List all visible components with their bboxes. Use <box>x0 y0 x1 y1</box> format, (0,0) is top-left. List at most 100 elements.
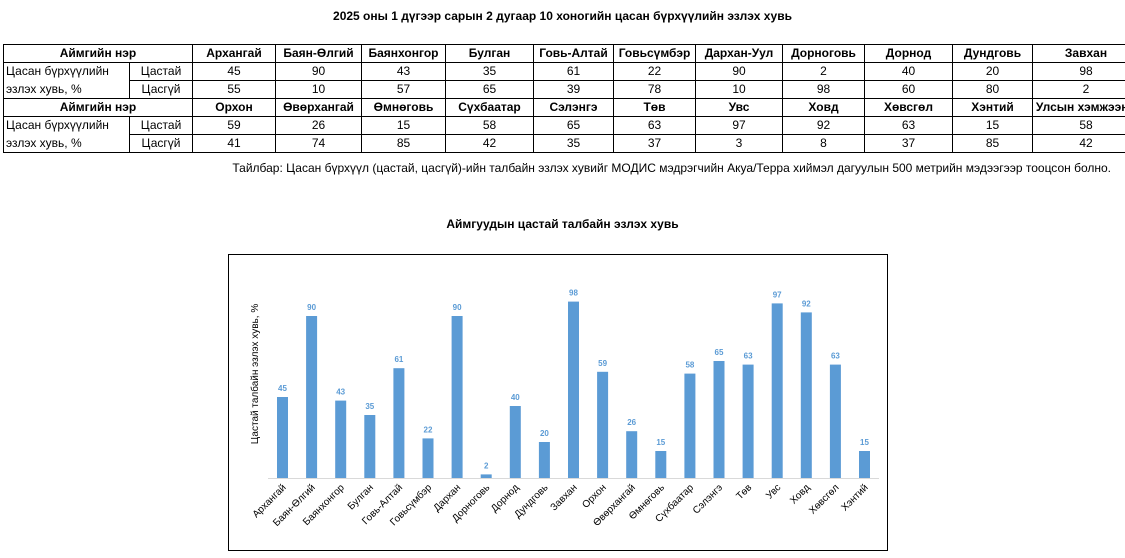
bar <box>684 373 696 478</box>
data-label: 43 <box>336 388 345 397</box>
data-label: 65 <box>715 348 724 357</box>
header-label-cell: Аймгийн нэр <box>3 98 193 117</box>
bar <box>393 368 405 478</box>
bar <box>829 364 841 478</box>
bar <box>742 364 754 478</box>
aimag-name-cell: Дархан-Уул <box>695 44 783 63</box>
snow-value-cell: 97 <box>695 116 783 135</box>
bar <box>859 451 870 478</box>
data-label: 20 <box>540 429 549 438</box>
nosnow-value-cell: 78 <box>613 80 696 99</box>
snow-value-cell: 90 <box>695 62 783 81</box>
aimag-name-cell: Ховд <box>782 98 865 117</box>
nosnow-value-cell: 65 <box>445 80 534 99</box>
snow-value-cell: 22 <box>613 62 696 81</box>
snow-value-cell: 20 <box>952 62 1033 81</box>
sub-label-nosnow: Цасгүй <box>129 80 193 99</box>
x-tick-label: Хөвсгөл <box>807 482 841 516</box>
data-label: 58 <box>685 361 694 370</box>
nosnow-value-cell: 98 <box>782 80 865 99</box>
bar <box>538 442 550 478</box>
row-label-line1: Цасан бүрхүүлийн <box>3 62 130 81</box>
bar <box>568 301 579 478</box>
nosnow-value-cell: 3 <box>695 134 783 153</box>
table-row-nosnow: эзлэх хувь, % Цасгүй 41 74 85 42 35 37 3 8 37 85 42 <box>3 134 1125 153</box>
bar <box>655 451 667 478</box>
footnote: Тайлбар: Цасан бүрхүүл (цастай, цасгүй)-… <box>232 161 1111 175</box>
snow-cover-table: Аймгийн нэр Архангай Баян-Өлгий Баянхонгор Б… <box>3 44 1125 153</box>
table-row-snow: Цасан бүрхүүлийн Цастай 59 26 15 58 65 63 97 92 63… <box>3 116 1125 135</box>
row-label-line2: эзлэх хувь, % <box>3 134 130 153</box>
snow-value-cell: 65 <box>533 116 614 135</box>
snow-value-cell: 26 <box>275 116 362 135</box>
row-label-line1: Цасан бүрхүүлийн <box>3 116 130 135</box>
nosnow-value-cell: 55 <box>192 80 276 99</box>
bar <box>800 312 812 478</box>
aimag-name-cell: Сүхбаатар <box>445 98 534 117</box>
nosnow-value-cell: 8 <box>782 134 865 153</box>
data-label: 98 <box>569 289 578 298</box>
aimag-name-cell: Говь-Алтай <box>533 44 614 63</box>
chart-frame <box>228 254 888 551</box>
nosnow-value-cell: 41 <box>192 134 276 153</box>
bar <box>335 400 347 478</box>
row-label-line2: эзлэх хувь, % <box>3 80 130 99</box>
aimag-name-cell: Увс <box>695 98 783 117</box>
snow-value-cell: 35 <box>445 62 534 81</box>
nosnow-value-cell: 35 <box>533 134 614 153</box>
snow-value-cell: 59 <box>192 116 276 135</box>
nosnow-value-cell: 60 <box>864 80 953 99</box>
nosnow-value-cell: 85 <box>361 134 446 153</box>
bar-chart: 45Архангай90Баян-Өлгий43Баянхонгор35Булг… <box>249 289 879 529</box>
aimag-name-cell: Говьсүмбэр <box>613 44 696 63</box>
table-header-row: Аймгийн нэр Архангай Баян-Өлгий Баянхонгор Б… <box>3 44 1125 63</box>
x-tick-label: Ховд <box>788 482 812 506</box>
aimag-name-cell: Баян-Өлгий <box>275 44 362 63</box>
aimag-name-cell: Сэлэнгэ <box>533 98 614 117</box>
nosnow-value-cell: 37 <box>613 134 696 153</box>
nosnow-value-cell: 10 <box>695 80 783 99</box>
data-label: 63 <box>744 352 753 361</box>
bar <box>480 474 492 478</box>
nosnow-value-cell: 37 <box>864 134 953 153</box>
sub-label-snow: Цастай <box>129 116 193 135</box>
aimag-name-cell: Орхон <box>192 98 276 117</box>
header-label-cell: Аймгийн нэр <box>3 44 193 63</box>
data-label: 15 <box>860 438 869 447</box>
x-tick-label: Завхан <box>549 482 580 513</box>
data-label: 35 <box>365 402 374 411</box>
snow-value-cell: 63 <box>864 116 953 135</box>
snow-value-cell: 90 <box>275 62 362 81</box>
sub-label-nosnow: Цасгүй <box>129 134 193 153</box>
nosnow-value-cell: 42 <box>445 134 534 153</box>
x-tick-label: Сэлэнгэ <box>691 482 725 516</box>
snow-value-cell: 15 <box>952 116 1033 135</box>
data-label: 26 <box>627 418 636 427</box>
aimag-name-cell: Дундговь <box>952 44 1033 63</box>
snow-value-cell: 43 <box>361 62 446 81</box>
snow-value-cell: 40 <box>864 62 953 81</box>
table-row-snow: Цасан бүрхүүлийн Цастай 45 90 43 35 61 22 90 2 40 2… <box>3 62 1125 81</box>
aimag-name-cell: Булган <box>445 44 534 63</box>
aimag-name-cell: Өмнөговь <box>361 98 446 117</box>
aimag-name-cell: Дорнод <box>864 44 953 63</box>
data-label: 22 <box>424 425 433 434</box>
data-label: 92 <box>802 299 811 308</box>
bar <box>509 406 521 478</box>
bar <box>597 371 609 478</box>
chart-title: Аймгуудын цастай талбайн эзлэх хувь <box>446 217 679 231</box>
aimag-name-cell: Баянхонгор <box>361 44 446 63</box>
x-tick-label: Увс <box>764 482 783 501</box>
aimag-name-cell: Архангай <box>192 44 276 63</box>
nosnow-value-cell: 85 <box>952 134 1033 153</box>
snow-value-cell: 2 <box>782 62 865 81</box>
aimag-name-cell: Завхан <box>1032 44 1125 63</box>
nosnow-value-cell: 10 <box>275 80 362 99</box>
page-title: 2025 оны 1 дүгээр сарын 2 дугаар 10 хоно… <box>333 9 792 23</box>
bar <box>451 316 463 478</box>
data-label: 63 <box>831 352 840 361</box>
aimag-name-cell: Өвөрхангай <box>275 98 362 117</box>
nosnow-value-cell: 2 <box>1032 80 1125 99</box>
data-label: 45 <box>278 384 287 393</box>
nosnow-value-cell: 74 <box>275 134 362 153</box>
